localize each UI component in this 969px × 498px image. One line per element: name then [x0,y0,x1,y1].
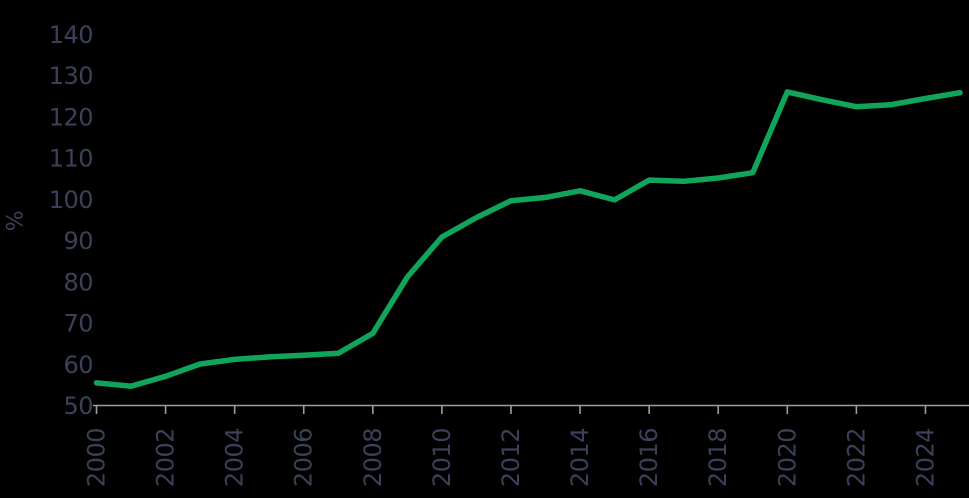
x-tick-label: 2014 [566,428,594,487]
y-axis-title: % [4,211,29,231]
axes-layer: 2000 2002 2004 2006 2008 2010 2012 2014 2016 2018… [49,21,969,487]
x-tick-label: 2010 [428,428,456,487]
y-tick-label: 140 [49,21,93,49]
x-tick-label: 2004 [221,428,249,487]
x-tick-label: 2006 [290,428,318,487]
x-tick-label: 2022 [842,428,870,487]
x-tick-label: 2024 [911,428,939,487]
data-line-percent-of-gdp-line [93,89,963,389]
x-tick-label: 2012 [497,428,525,487]
y-tick-label: 60 [63,351,93,379]
y-tick-label: 130 [49,62,93,90]
y-tick-label: 80 [63,268,93,296]
y-tick-label: 100 [49,186,93,214]
x-tick-label: 2000 [83,428,111,487]
x-tick-label: 2002 [152,428,180,487]
x-tick-label: 2020 [773,428,801,487]
y-tick-label: 70 [63,310,93,338]
x-tick-label: 2008 [359,428,387,487]
y-tick-label: 110 [49,145,93,173]
x-tick-label: 2016 [635,428,663,487]
y-tick-label: 90 [63,227,93,255]
y-tick-label: 120 [49,103,93,131]
series-layer [93,89,963,389]
y-tick-label: 50 [63,392,93,420]
x-tick-label: 2018 [704,428,732,487]
